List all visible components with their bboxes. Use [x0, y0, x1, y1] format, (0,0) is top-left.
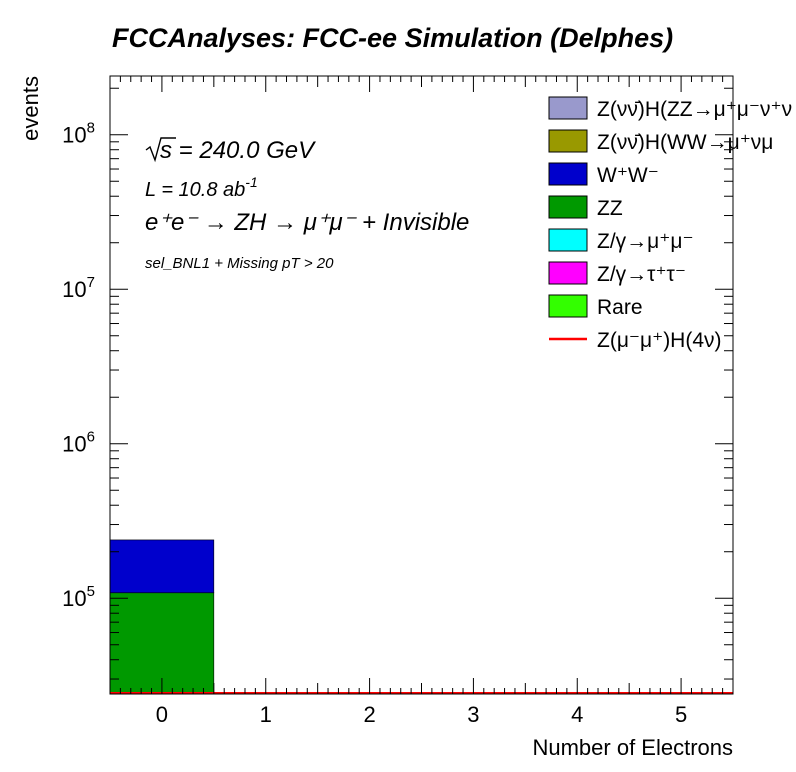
sqrt-s-value: = 240.0 GeV: [172, 137, 316, 164]
y-tick-label: 105: [62, 583, 95, 611]
y-tick-label: 107: [62, 274, 95, 302]
x-tick-label: 1: [260, 702, 272, 727]
legend-swatch: [548, 162, 588, 186]
legend-label: Z(νν̄)H(WW→μ⁺νμ: [597, 131, 773, 154]
process-annotation: e⁺e⁻ → ZH → μ⁺μ⁻ + Invisible: [145, 209, 469, 236]
y-tick-base: 10: [62, 432, 86, 457]
legend-label: Z(μ⁻μ⁺)H(4ν): [597, 329, 722, 352]
y-tick-label: 108: [62, 120, 95, 148]
y-tick-exponent: 8: [87, 120, 95, 137]
x-tick-label: 3: [467, 702, 479, 727]
chart-title: FCCAnalyses: FCC-ee Simulation (Delphes): [112, 23, 673, 53]
legend-swatch: [548, 261, 588, 285]
legend-swatch: [548, 195, 588, 219]
x-tick-label: 4: [571, 702, 583, 727]
y-tick-base: 10: [62, 277, 86, 302]
legend-label: Z/γ→μ⁺μ⁻: [597, 230, 694, 253]
legend-label: W⁺W⁻: [597, 164, 659, 187]
luminosity-exponent: -1: [245, 174, 257, 190]
luminosity-base: L = 10.8 ab: [145, 179, 245, 201]
x-tick-label: 5: [675, 702, 687, 727]
legend-label: Z/γ→τ⁺τ⁻: [597, 263, 686, 286]
y-tick-exponent: 6: [87, 429, 95, 446]
legend-swatch: [548, 96, 588, 120]
y-tick-base: 10: [62, 123, 86, 148]
legend-swatch: [548, 129, 588, 153]
bar-stack-layer: [109, 539, 215, 695]
y-tick-exponent: 7: [87, 274, 95, 291]
x-tick-label: 0: [156, 702, 168, 727]
y-tick-exponent: 5: [87, 583, 95, 600]
legend-label: ZZ: [597, 197, 623, 220]
luminosity-annotation: L = 10.8 ab-1: [145, 174, 258, 201]
selection-annotation: sel_BNL1 + Missing pT > 20: [145, 255, 334, 272]
legend-swatch: [548, 228, 588, 252]
legend-swatch: [548, 294, 588, 318]
legend: Z(νν̄)H(ZZ→μ⁺μ⁻ν⁺ν Z(νν̄)H(WW→μ⁺νμ W⁺W⁻ ZZ Z…: [548, 96, 792, 352]
legend-label: Z(νν̄)H(ZZ→μ⁺μ⁻ν⁺ν: [597, 98, 792, 121]
x-tick-label: 2: [363, 702, 375, 727]
y-tick-base: 10: [62, 586, 86, 611]
x-axis-label: Number of Electrons: [532, 735, 733, 760]
sqrt-symbol: [145, 137, 176, 163]
x-axis-ticks: 0 1 2 3 4 5: [109, 76, 734, 727]
sqrt-s-symbol: s: [160, 137, 172, 164]
bar-zz-bin0: [109, 592, 215, 695]
y-axis-label: events: [18, 76, 43, 141]
bar-ww-bin0: [109, 539, 215, 594]
svg-text:s = 240.0 GeV: s = 240.0 GeV: [160, 137, 316, 164]
y-tick-label: 106: [62, 429, 95, 457]
sqrt-s-annotation: s = 240.0 GeV: [145, 137, 316, 164]
legend-label: Rare: [597, 296, 643, 319]
